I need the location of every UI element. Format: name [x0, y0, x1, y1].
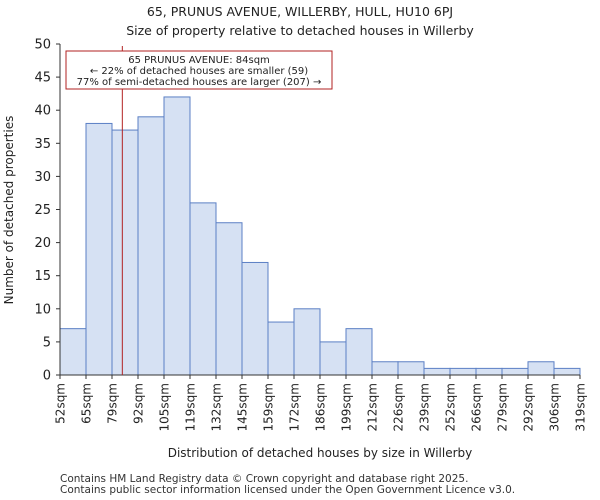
- x-axis-label: Distribution of detached houses by size …: [168, 446, 473, 460]
- x-tick-label-212sqm: 212sqm: [366, 383, 380, 431]
- y-tick-label-15: 15: [34, 269, 51, 284]
- annotation-line-1: 65 PRUNUS AVENUE: 84sqm: [128, 55, 270, 66]
- y-tick-label-5: 5: [43, 335, 51, 350]
- x-tick-label-65sqm: 65sqm: [80, 383, 94, 424]
- y-tick-label-30: 30: [34, 170, 51, 185]
- bar-145sqm: [241, 261, 269, 376]
- y-tick-label-45: 45: [34, 71, 51, 86]
- x-tick-label-199sqm: 199sqm: [340, 383, 354, 431]
- bar-79sqm: [111, 129, 139, 376]
- y-axis-label: Number of detached properties: [2, 116, 16, 305]
- chart-subtitle: Size of property relative to detached ho…: [126, 23, 474, 38]
- x-tick-label-266sqm: 266sqm: [470, 383, 484, 431]
- x-tick-label-92sqm: 92sqm: [132, 383, 146, 424]
- x-tick-label-172sqm: 172sqm: [288, 383, 302, 431]
- annotation-line-3: 77% of semi-detached houses are larger (…: [77, 77, 322, 88]
- x-tick-label-79sqm: 79sqm: [106, 383, 120, 424]
- bar-52sqm: [59, 328, 87, 376]
- bar-65sqm: [85, 122, 113, 376]
- bars-group: [59, 96, 581, 376]
- x-axis: 52sqm 65sqm 79sqm 92sqm 105sqm 119sqm 132sqm 14…: [54, 374, 588, 431]
- bar-306sqm: [553, 367, 581, 376]
- footer-line-2: Contains public sector information licen…: [60, 484, 516, 496]
- x-tick-label-52sqm: 52sqm: [54, 383, 68, 424]
- x-tick-label-159sqm: 159sqm: [262, 383, 276, 431]
- y-tick-label-0: 0: [43, 369, 51, 384]
- bar-92sqm: [137, 116, 165, 376]
- y-tick-label-50: 50: [34, 38, 51, 53]
- x-tick-label-226sqm: 226sqm: [392, 383, 406, 431]
- bar-119sqm: [189, 202, 217, 376]
- x-tick-label-319sqm: 319sqm: [574, 383, 588, 431]
- x-tick-label-105sqm: 105sqm: [158, 383, 172, 431]
- y-tick-label-35: 35: [34, 137, 51, 152]
- y-tick-label-25: 25: [34, 203, 51, 218]
- property-marker: 65 PRUNUS AVENUE: 84sqm← 22% of detached…: [65, 46, 333, 375]
- footer-line-1: Contains HM Land Registry data © Crown c…: [60, 473, 469, 485]
- bar-292sqm: [527, 361, 555, 376]
- bar-239sqm: [423, 367, 451, 376]
- x-tick-label-279sqm: 279sqm: [496, 383, 510, 431]
- bar-186sqm: [319, 341, 347, 376]
- x-tick-label-132sqm: 132sqm: [210, 383, 224, 431]
- y-axis: 0 5 10 15 20 25 30 35 40 45 50: [34, 38, 61, 384]
- y-tick-label-20: 20: [34, 236, 51, 251]
- x-tick-label-292sqm: 292sqm: [522, 383, 536, 431]
- bar-105sqm: [163, 96, 191, 376]
- bar-132sqm: [215, 222, 243, 376]
- x-tick-label-145sqm: 145sqm: [236, 383, 250, 431]
- x-tick-label-252sqm: 252sqm: [444, 383, 458, 431]
- bar-252sqm: [449, 367, 477, 376]
- bar-226sqm: [397, 361, 425, 376]
- y-tick-label-40: 40: [34, 104, 51, 119]
- bar-212sqm: [371, 361, 399, 376]
- bar-159sqm: [267, 321, 295, 376]
- bar-279sqm: [501, 367, 529, 376]
- annotation-line-2: ← 22% of detached houses are smaller (59…: [90, 66, 308, 77]
- x-tick-label-186sqm: 186sqm: [314, 383, 328, 431]
- annotation-box: [65, 50, 333, 90]
- x-tick-label-239sqm: 239sqm: [418, 383, 432, 431]
- bar-199sqm: [345, 328, 373, 376]
- x-tick-label-119sqm: 119sqm: [184, 383, 198, 431]
- y-tick-label-10: 10: [34, 302, 51, 317]
- chart-title: 65, PRUNUS AVENUE, WILLERBY, HULL, HU10 …: [146, 4, 454, 19]
- bar-172sqm: [293, 308, 321, 376]
- bar-266sqm: [475, 367, 503, 376]
- x-tick-label-306sqm: 306sqm: [548, 383, 562, 431]
